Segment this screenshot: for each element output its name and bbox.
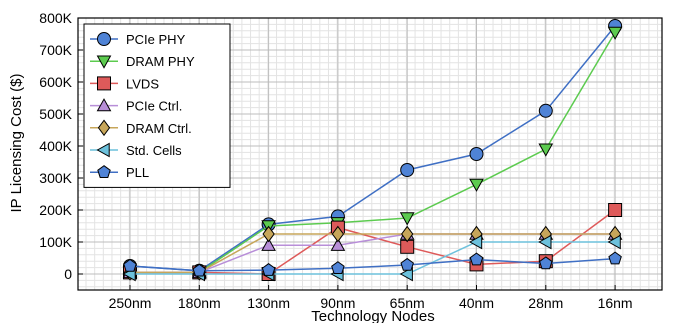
data-point bbox=[607, 26, 623, 40]
y-tick-label: 100K bbox=[39, 234, 72, 250]
series-line bbox=[130, 209, 616, 275]
legend-entry: Std. Cells bbox=[90, 142, 182, 158]
data-point bbox=[538, 103, 553, 118]
series-line bbox=[130, 241, 616, 275]
legend-entry: LVDS bbox=[90, 76, 159, 91]
legend-label: DRAM PHY bbox=[126, 54, 195, 69]
data-point bbox=[539, 256, 553, 270]
y-tick-label: 500K bbox=[39, 106, 72, 122]
data-point bbox=[607, 234, 621, 250]
data-point bbox=[468, 234, 483, 250]
legend-entry: DRAM Ctrl. bbox=[90, 119, 192, 137]
data-point bbox=[608, 203, 623, 217]
legend-label: LVDS bbox=[126, 76, 159, 91]
y-tick-label: 800K bbox=[39, 10, 72, 26]
y-tick-label: 700K bbox=[39, 42, 72, 58]
x-tick-label: 40nm bbox=[459, 295, 494, 311]
legend-label: Std. Cells bbox=[126, 143, 182, 158]
legend-entry: DRAM PHY bbox=[90, 54, 195, 69]
legend-marker bbox=[96, 142, 110, 158]
series-pll bbox=[123, 251, 622, 277]
y-axis-title: IP Licensing Cost ($) bbox=[8, 74, 25, 213]
legend: PCIe PHY DRAM PHY LVDS PCIe Ctrl. DRAM Ctrl.… bbox=[83, 23, 231, 188]
y-tick-label: 600K bbox=[39, 74, 72, 90]
y-tick-label: 0 bbox=[64, 266, 72, 282]
data-point bbox=[330, 237, 346, 251]
x-tick-label: 65nm bbox=[390, 295, 425, 311]
x-tick-label: 28nm bbox=[528, 295, 563, 311]
data-point bbox=[469, 178, 484, 192]
x-axis-title: Technology Nodes bbox=[311, 308, 434, 323]
legend-entry: PLL bbox=[90, 165, 149, 180]
legend-label: PCIe PHY bbox=[126, 32, 186, 47]
legend-marker bbox=[97, 76, 111, 91]
series-line bbox=[130, 32, 616, 274]
legend-marker bbox=[96, 55, 112, 69]
data-point bbox=[469, 252, 484, 266]
series-line bbox=[129, 257, 616, 272]
plot-frame bbox=[77, 17, 663, 291]
x-tick-label: 130nm bbox=[247, 295, 290, 311]
series-line bbox=[130, 233, 616, 274]
data-point bbox=[262, 225, 275, 243]
data-point bbox=[608, 251, 622, 265]
data-point bbox=[192, 263, 207, 277]
y-tick-label: 400K bbox=[39, 138, 72, 154]
legend-label: DRAM Ctrl. bbox=[126, 121, 192, 136]
x-tick-label: 16nm bbox=[598, 295, 633, 311]
data-point bbox=[469, 147, 484, 161]
legend-marker bbox=[97, 32, 111, 46]
series-line bbox=[129, 25, 616, 272]
data-point bbox=[261, 263, 276, 276]
series-lines bbox=[122, 19, 623, 282]
data-point bbox=[538, 143, 554, 157]
legend-entry: PCIe PHY bbox=[90, 32, 186, 47]
data-point bbox=[331, 261, 345, 274]
x-tick-label: 90nm bbox=[320, 295, 355, 311]
legend-marker bbox=[96, 98, 112, 112]
data-point bbox=[538, 234, 552, 250]
legend-entry: PCIe Ctrl. bbox=[90, 98, 182, 114]
data-point bbox=[399, 212, 415, 226]
x-tick-label: 250nm bbox=[109, 295, 152, 311]
data-point bbox=[331, 225, 345, 243]
legend-marker bbox=[97, 119, 111, 137]
legend-marker bbox=[97, 165, 111, 178]
y-tick-label: 300K bbox=[39, 170, 72, 186]
legend-label: PCIe Ctrl. bbox=[126, 99, 182, 114]
data-point bbox=[401, 225, 414, 243]
data-point bbox=[400, 257, 414, 271]
legend-label: PLL bbox=[126, 165, 149, 180]
data-point bbox=[123, 258, 137, 272]
y-tick-label: 200K bbox=[39, 202, 72, 218]
axes: 0 100K 200K 300K 400K 500K 600K 700K 800K 250nm 18… bbox=[39, 10, 663, 311]
data-point bbox=[400, 163, 415, 177]
x-tick-label: 180nm bbox=[178, 295, 221, 311]
data-point bbox=[261, 237, 276, 251]
